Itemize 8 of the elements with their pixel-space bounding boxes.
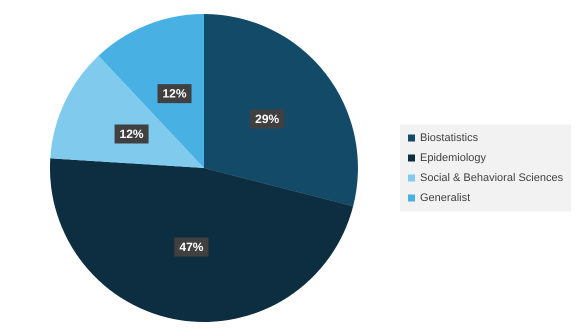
data-label: 12% bbox=[162, 86, 187, 101]
data-label: 47% bbox=[179, 240, 204, 254]
legend-label: Biostatistics bbox=[420, 132, 479, 144]
legend-label: Social & Behavioral Sciences bbox=[420, 172, 564, 184]
data-label: 12% bbox=[120, 126, 144, 141]
data-label: 29% bbox=[255, 112, 280, 126]
legend-label: Epidemiology bbox=[420, 152, 487, 164]
legend-label: Generalist bbox=[420, 192, 470, 204]
